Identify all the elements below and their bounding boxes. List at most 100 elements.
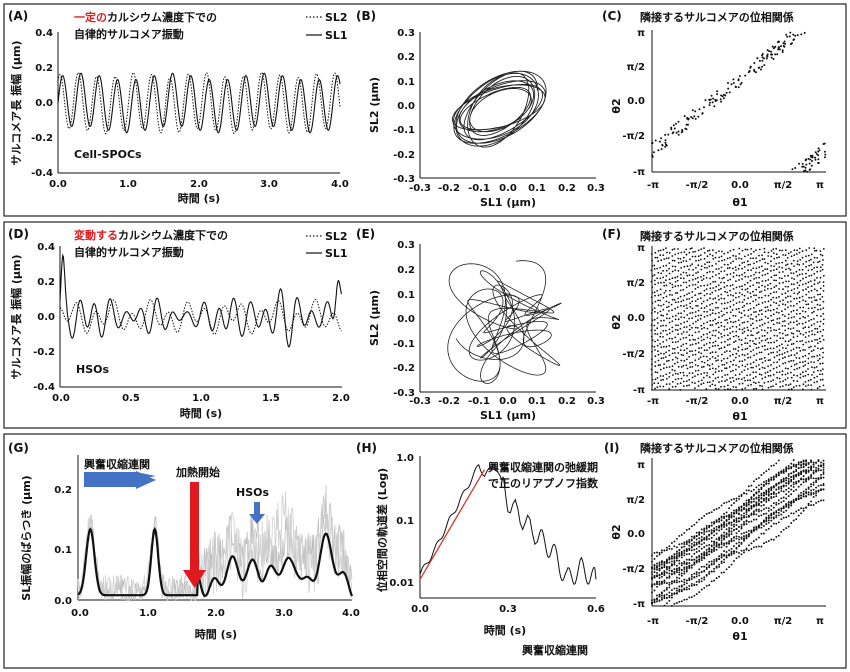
phase-point bbox=[665, 257, 668, 260]
phase-point bbox=[688, 298, 691, 300]
phase-point bbox=[750, 498, 753, 500]
h-xtick-3: 0.6 bbox=[587, 604, 605, 615]
phase-point bbox=[819, 276, 822, 279]
phase-point bbox=[798, 291, 801, 294]
phase-point bbox=[733, 539, 735, 542]
phase-point bbox=[715, 360, 717, 362]
phase-point bbox=[700, 571, 703, 573]
phase-point bbox=[790, 493, 793, 496]
phase-point bbox=[688, 284, 691, 287]
phase-point bbox=[749, 379, 752, 382]
phase-point bbox=[810, 504, 813, 507]
phase-point bbox=[770, 464, 773, 467]
phase-point bbox=[747, 384, 750, 387]
phase-point bbox=[651, 358, 653, 361]
phase-point bbox=[678, 555, 681, 558]
phase-point bbox=[735, 517, 738, 520]
phase-point bbox=[670, 582, 673, 585]
phase-point bbox=[682, 299, 685, 302]
phase-point bbox=[698, 578, 701, 581]
phase-point bbox=[695, 342, 697, 345]
phase-point bbox=[698, 542, 701, 545]
phase-point bbox=[754, 271, 757, 274]
phase-point bbox=[662, 385, 665, 388]
phase-point bbox=[740, 339, 743, 342]
phase-point bbox=[677, 333, 679, 336]
phase-point bbox=[698, 540, 701, 543]
c-xtick-2: -π/2 bbox=[686, 180, 709, 191]
phase-point bbox=[747, 520, 750, 523]
phase-point bbox=[718, 517, 721, 520]
phase-point bbox=[676, 275, 679, 278]
phase-point bbox=[805, 255, 807, 258]
phase-point bbox=[746, 291, 749, 293]
phase-point bbox=[762, 513, 765, 515]
phase-point bbox=[688, 549, 691, 551]
phase-point bbox=[703, 294, 706, 297]
phase-point bbox=[741, 364, 744, 367]
phase-point bbox=[725, 91, 728, 94]
phase-point bbox=[653, 600, 656, 602]
phase-point bbox=[691, 361, 694, 364]
phase-point bbox=[701, 360, 703, 363]
phase-point bbox=[701, 279, 703, 282]
phase-point bbox=[720, 571, 723, 574]
phase-point bbox=[706, 261, 709, 264]
phase-point bbox=[749, 317, 752, 320]
phase-point bbox=[660, 314, 663, 317]
phase-point bbox=[695, 547, 698, 550]
phase-point bbox=[728, 267, 731, 269]
phase-point bbox=[761, 323, 764, 326]
phase-point bbox=[732, 304, 735, 306]
phase-point bbox=[819, 270, 822, 272]
phase-point bbox=[678, 580, 681, 583]
phase-point bbox=[690, 555, 693, 558]
phase-point bbox=[767, 375, 770, 377]
phase-point bbox=[662, 276, 664, 279]
phase-point bbox=[749, 339, 752, 342]
phase-point bbox=[670, 303, 673, 306]
phase-point bbox=[653, 567, 656, 569]
phase-point bbox=[758, 381, 760, 384]
phase-point bbox=[657, 149, 660, 152]
phase-point bbox=[685, 565, 688, 568]
phase-point bbox=[773, 329, 775, 331]
phase-point bbox=[667, 133, 670, 136]
phase-point bbox=[757, 496, 760, 499]
phase-point bbox=[679, 284, 682, 287]
phase-point bbox=[741, 353, 744, 356]
phase-point bbox=[746, 342, 749, 345]
panel-a-label: (A) bbox=[8, 9, 28, 23]
phase-point bbox=[790, 504, 793, 507]
phase-point bbox=[775, 296, 778, 299]
phase-point bbox=[709, 309, 712, 311]
phase-point bbox=[725, 536, 728, 539]
h-xtick-1: 0.0 bbox=[411, 604, 429, 615]
phase-point bbox=[715, 577, 718, 580]
phase-point bbox=[790, 522, 793, 524]
phase-point bbox=[668, 376, 671, 378]
phase-point bbox=[700, 539, 703, 542]
phase-point bbox=[770, 265, 772, 267]
phase-point bbox=[697, 281, 700, 284]
phase-point bbox=[815, 153, 818, 155]
phase-point bbox=[715, 528, 718, 531]
phase-point bbox=[683, 349, 686, 352]
phase-point bbox=[651, 319, 654, 322]
phase-point bbox=[674, 276, 677, 279]
phase-point bbox=[674, 307, 676, 310]
phase-point bbox=[812, 469, 815, 472]
phase-point bbox=[685, 272, 688, 274]
d-xtick-2: 0.5 bbox=[122, 393, 140, 404]
phase-point bbox=[713, 546, 716, 549]
phase-point bbox=[805, 370, 807, 373]
phase-point bbox=[660, 281, 662, 284]
phase-point bbox=[706, 336, 709, 339]
phase-point bbox=[822, 322, 825, 325]
phase-point bbox=[746, 347, 749, 350]
phase-point bbox=[741, 371, 743, 373]
phase-point bbox=[758, 309, 761, 312]
phase-point bbox=[691, 247, 693, 250]
phase-point bbox=[720, 554, 723, 557]
f-ytick-5: -π bbox=[633, 385, 645, 396]
